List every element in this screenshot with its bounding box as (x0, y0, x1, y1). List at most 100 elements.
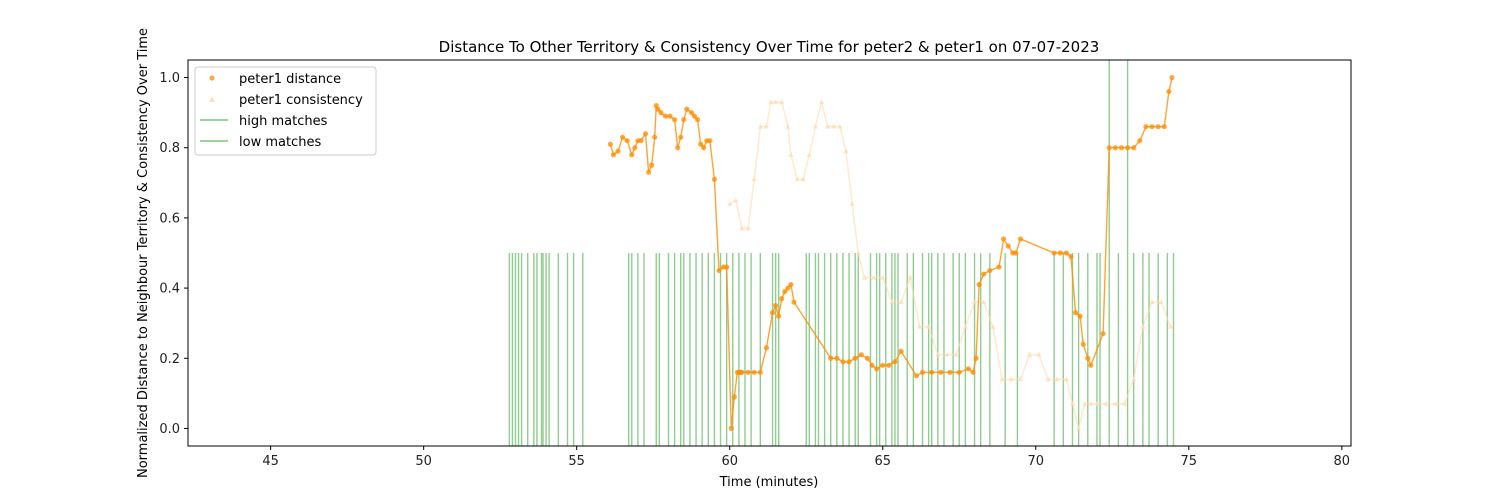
consistency-point (1054, 376, 1060, 382)
consistency-point (855, 250, 861, 255)
distance-point (607, 141, 613, 147)
distance-point (642, 131, 649, 137)
distance-point (791, 299, 797, 305)
distance-point (655, 106, 661, 112)
distance-series (607, 74, 1175, 432)
legend-high-matches-label: high matches (239, 114, 328, 129)
distance-point (638, 138, 644, 144)
distance-point (913, 373, 920, 379)
distance-point (898, 348, 904, 354)
distance-point (1155, 124, 1161, 130)
distance-point (1137, 138, 1143, 144)
consistency-point (880, 274, 886, 280)
distance-point (1166, 88, 1172, 95)
distance-point (947, 369, 953, 375)
x-tick-label: 55 (568, 454, 585, 469)
consistency-point (1167, 323, 1174, 329)
distance-point (1169, 74, 1175, 81)
chart-title: Distance To Other Territory & Consistenc… (439, 38, 1100, 56)
distance-point (1124, 145, 1131, 151)
consistency-point (1069, 400, 1076, 406)
distance-point (858, 352, 864, 358)
consistency-point (981, 299, 987, 305)
distance-point (1051, 250, 1057, 256)
y-tick-label: 0.0 (159, 422, 180, 437)
consistency-point (1082, 400, 1088, 406)
x-axis-ticks: 45 50 55 60 65 70 75 80 (262, 446, 1350, 469)
distance-point (684, 106, 690, 112)
consistency-point (785, 123, 791, 129)
distance-point (981, 271, 987, 277)
distance-point (667, 113, 673, 119)
consistency-point (935, 351, 941, 357)
consistency-point (990, 323, 996, 329)
consistency-point (806, 151, 812, 157)
distance-point (646, 169, 652, 175)
distance-point (1085, 355, 1091, 361)
distance-point (1131, 145, 1137, 151)
distance-point (675, 145, 681, 151)
distance-point (629, 152, 635, 158)
consistency-point (843, 148, 849, 154)
consistency-point (861, 274, 867, 280)
distance-point (1149, 124, 1155, 130)
distance-point (965, 366, 972, 372)
consistency-point (898, 299, 904, 305)
consistency-point (812, 123, 819, 129)
y-axis-ticks: 0.0 0.2 0.4 0.6 0.8 1.0 (159, 71, 188, 437)
x-tick-label: 45 (262, 454, 279, 469)
legend-consistency-label: peter1 consistency (239, 93, 363, 108)
legend-distance-marker (209, 75, 215, 81)
distance-point (852, 355, 858, 361)
distance-point (1057, 250, 1063, 256)
distance-point (1063, 250, 1069, 256)
distance-point (1106, 145, 1112, 151)
x-axis-label: Time (minutes) (719, 475, 819, 490)
consistency-point (926, 323, 932, 329)
distance-point (769, 310, 776, 316)
distance-point (929, 369, 935, 375)
distance-point (619, 134, 626, 140)
consistency-point (1140, 323, 1146, 329)
distance-point (970, 369, 976, 375)
distance-point (1100, 331, 1106, 337)
legend-distance-label: peter1 distance (239, 72, 341, 87)
distance-point (785, 285, 791, 291)
consistency-point (1149, 299, 1155, 305)
consistency-point (1063, 376, 1069, 382)
distance-point (846, 359, 852, 365)
distance-point (615, 148, 621, 154)
distance-point (996, 264, 1002, 270)
distance-point (681, 117, 687, 123)
distance-point (976, 281, 982, 288)
x-tick-label: 65 (874, 454, 891, 469)
x-tick-label: 60 (721, 454, 738, 469)
legend-box (194, 66, 377, 156)
y-tick-label: 0.2 (159, 352, 180, 367)
distance-point (779, 296, 785, 302)
consistency-point (1121, 400, 1128, 406)
consistency-point (751, 176, 757, 182)
distance-point (624, 138, 630, 144)
consistency-point (763, 123, 770, 129)
distance-point (1143, 124, 1149, 130)
consistency-point (757, 123, 763, 129)
distance-point (1088, 362, 1094, 368)
distance-point (672, 117, 678, 123)
consistency-point (733, 197, 739, 203)
consistency-point (727, 200, 733, 206)
consistency-point (1027, 351, 1033, 357)
distance-point (658, 110, 664, 116)
distance-point (1005, 243, 1011, 249)
consistency-point (1045, 376, 1051, 382)
distance-point (1017, 236, 1024, 242)
distance-point (707, 138, 713, 144)
y-tick-label: 0.4 (159, 282, 180, 297)
distance-point (973, 355, 979, 361)
distance-point (728, 425, 734, 432)
distance-point (869, 362, 875, 368)
consistency-point (1112, 400, 1118, 406)
consistency-point (745, 225, 751, 231)
distance-point (649, 162, 655, 168)
consistency-point (779, 99, 785, 105)
